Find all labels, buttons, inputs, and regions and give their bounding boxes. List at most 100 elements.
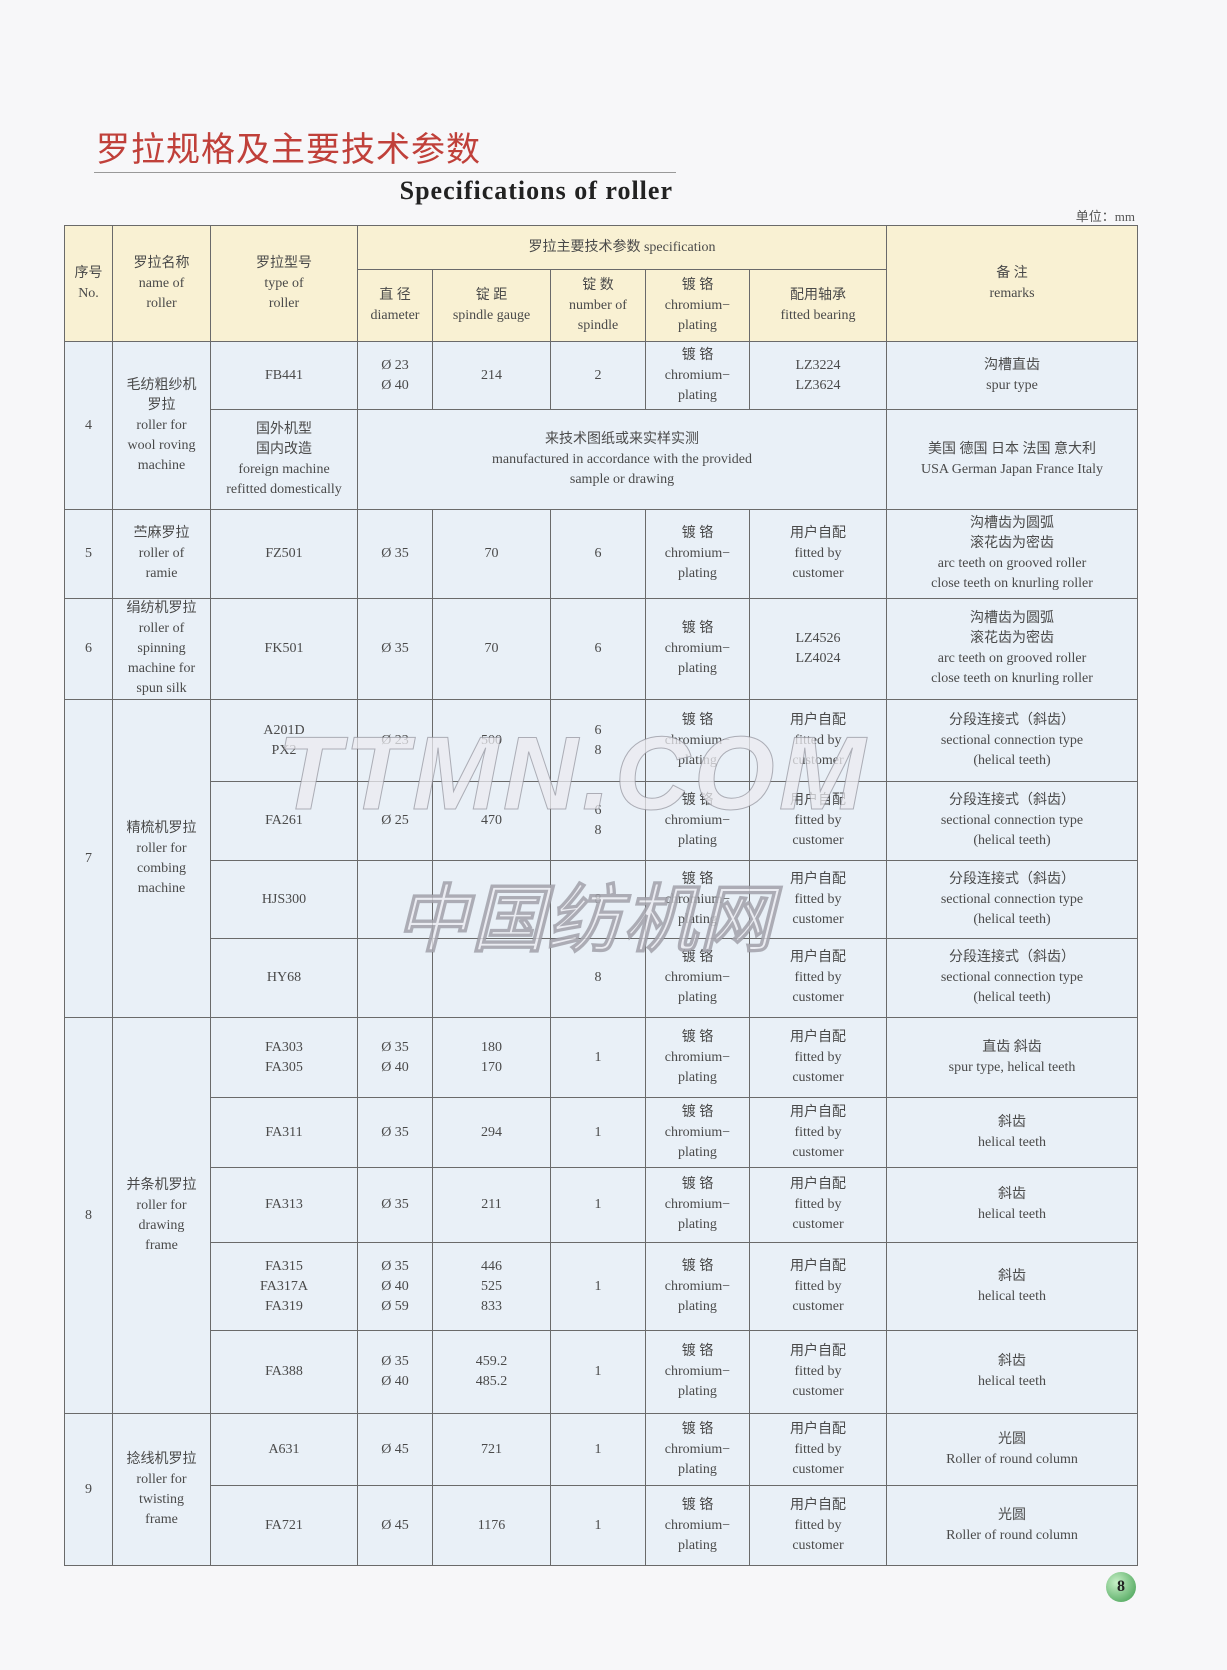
table-row: FA261 Ø 25 470 6 8 镀 铬 chromium− plating 用户自配 fit… bbox=[65, 781, 1138, 861]
diameter-cell: Ø 45 bbox=[357, 1413, 433, 1486]
page-number: 8 bbox=[1106, 1572, 1136, 1602]
no-cell: 8 bbox=[64, 1017, 113, 1414]
table-row: 9 捻线机罗拉 roller for twisting frame A631 Ø 45 721… bbox=[64, 1413, 1138, 1566]
header-cell-line: 锭 数 bbox=[582, 277, 614, 293]
diameter-cell-line: Ø 40 bbox=[381, 1278, 409, 1294]
gauge-cell: 446 525 833 bbox=[432, 1242, 551, 1331]
type-cell: 国外机型 国内改造 foreign machine refitted domestic… bbox=[210, 409, 358, 510]
bearing-cell: 用户自配 fitted by customer bbox=[749, 1485, 887, 1566]
diameter-cell: Ø 35 bbox=[357, 598, 433, 700]
plating-cell-line: plating bbox=[678, 387, 717, 403]
name-cell-line: 毛纺粗纱机 bbox=[126, 377, 197, 393]
table-row: FA315 FA317A FA319 Ø 35 Ø 40 Ø 59 446 525 833 1 镀 … bbox=[65, 1242, 1138, 1331]
remarks-cell-line: sectional connection type bbox=[940, 891, 1084, 907]
bearing-cell-line: 用户自配 bbox=[790, 793, 846, 808]
remarks-cell-line: 斜齿 bbox=[998, 1268, 1026, 1284]
watermark-en: TTMN.COM bbox=[276, 716, 870, 833]
plating-cell-line: chromium− bbox=[664, 813, 731, 828]
header-cell: 罗拉名称 name of roller bbox=[112, 225, 211, 342]
diameter-cell-line: Ø 23 bbox=[381, 732, 409, 748]
spec-table: 序号 No. 罗拉名称 name of roller 罗拉型号 type of roller 罗… bbox=[64, 225, 1138, 1566]
plating-cell: 镀 铬 chromium− plating bbox=[645, 1330, 750, 1414]
plating-cell-line: 镀 铬 bbox=[681, 950, 714, 965]
plating-cell-line: chromium− bbox=[664, 970, 731, 985]
bearing-cell-line: fitted by bbox=[794, 1124, 842, 1140]
title-rule bbox=[94, 172, 676, 173]
remarks-cell: 光圆 Roller of round column bbox=[886, 1485, 1138, 1566]
remarks-cell-line: close teeth on knurling roller bbox=[931, 576, 1093, 591]
bearing-cell-line: customer bbox=[792, 1144, 844, 1160]
plating-cell: 镀 铬 chromium− plating bbox=[645, 509, 750, 599]
plating-cell: 镀 铬 chromium− plating bbox=[645, 1097, 750, 1168]
gauge-cell-line: 459.2 bbox=[475, 1354, 508, 1369]
remarks-cell-line: helical teeth bbox=[977, 1374, 1047, 1389]
bearing-cell-line: 用户自配 bbox=[790, 1258, 846, 1274]
table-row: 4 毛纺粗纱机 罗拉 roller for wool roving machine FB44… bbox=[64, 341, 1138, 510]
plating-cell-line: plating bbox=[678, 1144, 717, 1160]
header-cell-line: 配用轴承 bbox=[790, 287, 846, 303]
header-cell-line: spindle gauge bbox=[452, 307, 531, 323]
bearing-cell-line: customer bbox=[792, 566, 844, 581]
remarks-cell: 分段连接式（斜齿） sectional connection type (helic… bbox=[886, 781, 1138, 861]
plating-cell: 镀 铬 chromium− plating bbox=[645, 598, 750, 700]
header-cell-line: type of bbox=[264, 275, 304, 291]
spindles-cell-line: 6 bbox=[594, 803, 602, 818]
name-cell-line: frame bbox=[145, 1237, 178, 1253]
plating-cell: 镀 铬 chromium− plating bbox=[645, 1485, 750, 1566]
type-cell: FZ501 bbox=[210, 509, 358, 599]
header-cell-text: 罗拉主要技术参数 specification bbox=[528, 239, 716, 255]
bearing-cell-line: 用户自配 bbox=[790, 712, 846, 728]
remarks-cell-line: (helical teeth) bbox=[973, 833, 1051, 848]
remarks-cell-line: close teeth on knurling roller bbox=[931, 671, 1093, 686]
plating-cell-line: chromium− bbox=[664, 546, 731, 561]
name-cell: 绢纺机罗拉 roller of spinning machine for spun si… bbox=[112, 598, 211, 700]
remarks-cell-line: helical teeth bbox=[977, 1134, 1047, 1150]
remarks-cell: 分段连接式（斜齿） sectional connection type (helic… bbox=[886, 860, 1138, 939]
plating-cell: 镀 铬 chromium− plating bbox=[645, 1413, 750, 1486]
header-cell-line: 镀 铬 bbox=[681, 277, 714, 293]
remarks-cell-line: (helical teeth) bbox=[973, 752, 1051, 768]
remarks-cell: 斜齿 helical teeth bbox=[886, 1242, 1138, 1331]
plating-cell-line: plating bbox=[678, 1298, 717, 1314]
gauge-cell-line: 446 bbox=[481, 1258, 502, 1274]
header-cell-line: spindle bbox=[577, 317, 619, 333]
no-cell: 4 bbox=[64, 341, 113, 510]
remarks-cell: 斜齿 helical teeth bbox=[886, 1330, 1138, 1414]
gauge-cell-line: 70 bbox=[484, 546, 499, 561]
type-cell: A631 bbox=[210, 1413, 358, 1486]
no-cell-text: 7 bbox=[85, 850, 92, 866]
header-cell-line: roller bbox=[268, 295, 300, 311]
spindles-cell: 8 bbox=[550, 938, 646, 1018]
remarks-cell: 分段连接式（斜齿） sectional connection type (helic… bbox=[886, 699, 1138, 782]
gauge-cell-line: 1176 bbox=[477, 1517, 506, 1533]
spindles-cell-line: 8 bbox=[594, 823, 602, 838]
type-cell-line: FK501 bbox=[264, 641, 304, 656]
header-cell-line: number of bbox=[569, 297, 627, 313]
plating-cell-line: 镀 铬 bbox=[681, 1029, 714, 1045]
name-cell-line: wool roving bbox=[127, 437, 196, 453]
spindles-cell: 2 bbox=[550, 341, 646, 410]
name-cell-line: machine bbox=[137, 880, 186, 896]
type-cell-line: FA303 bbox=[265, 1039, 303, 1055]
gauge-cell-line: 170 bbox=[481, 1059, 502, 1075]
bearing-cell-line: fitted by bbox=[794, 732, 842, 748]
plating-cell-line: 镀 铬 bbox=[681, 1177, 714, 1192]
type-cell-line: FA388 bbox=[265, 1364, 303, 1379]
gauge-cell-line: 211 bbox=[481, 1197, 502, 1212]
type-cell-line: FA305 bbox=[265, 1059, 303, 1075]
remarks-cell: 分段连接式（斜齿） sectional connection type (helic… bbox=[886, 938, 1138, 1018]
plating-cell-line: chromium− bbox=[664, 1517, 731, 1533]
plating-cell-line: chromium− bbox=[664, 367, 731, 383]
header-cell-line: 备 注 bbox=[996, 265, 1028, 281]
spindles-cell: 1 bbox=[550, 1330, 646, 1414]
type-cell-line: refitted domestically bbox=[226, 481, 342, 497]
header-cell-line: chromium− bbox=[664, 297, 731, 313]
plating-cell-line: plating bbox=[678, 1461, 717, 1477]
bearing-cell-line: 用户自配 bbox=[790, 1344, 846, 1359]
bearing-cell-line: customer bbox=[792, 1537, 844, 1553]
gauge-cell-line: 525 bbox=[481, 1278, 502, 1294]
bearing-cell-line: customer bbox=[792, 1298, 844, 1314]
no-cell-text: 4 bbox=[85, 417, 92, 433]
gauge-cell-line: 180 bbox=[481, 1039, 502, 1055]
